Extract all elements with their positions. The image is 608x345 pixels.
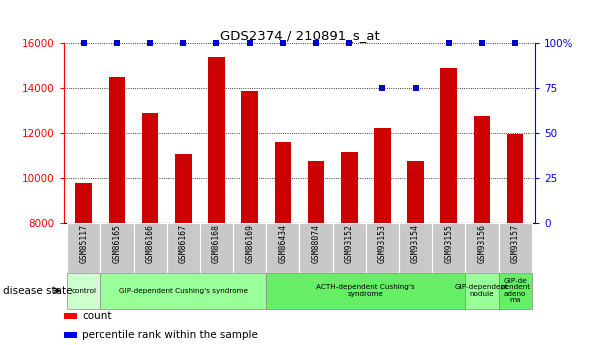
Bar — [266, 273, 465, 309]
Text: GSM93156: GSM93156 — [477, 224, 486, 263]
Text: GSM85117: GSM85117 — [79, 224, 88, 263]
Bar — [67, 273, 100, 309]
Text: GSM86167: GSM86167 — [179, 224, 188, 263]
Bar — [100, 273, 266, 309]
Text: GSM86434: GSM86434 — [278, 224, 288, 263]
Bar — [100, 223, 134, 273]
Bar — [440, 68, 457, 223]
Text: GSM93157: GSM93157 — [511, 224, 520, 263]
Bar — [465, 223, 499, 273]
Bar — [275, 142, 291, 223]
Text: GIP-dependent Cushing's syndrome: GIP-dependent Cushing's syndrome — [119, 288, 248, 294]
Bar — [407, 161, 424, 223]
Text: control: control — [71, 288, 96, 294]
Bar — [266, 223, 299, 273]
Bar — [474, 116, 490, 223]
Bar — [341, 152, 358, 223]
Text: GSM93152: GSM93152 — [345, 224, 354, 263]
Text: GSM88074: GSM88074 — [311, 224, 320, 263]
Text: GSM86165: GSM86165 — [112, 224, 122, 263]
Bar — [308, 161, 324, 223]
Bar — [333, 223, 366, 273]
Text: count: count — [82, 311, 112, 321]
Bar — [134, 223, 167, 273]
Bar — [399, 223, 432, 273]
Bar — [142, 112, 159, 223]
Bar — [465, 273, 499, 309]
Bar — [507, 134, 523, 223]
Text: ACTH-dependent Cushing's
syndrome: ACTH-dependent Cushing's syndrome — [316, 284, 415, 297]
Bar — [299, 223, 333, 273]
Bar — [366, 223, 399, 273]
Bar — [175, 154, 192, 223]
Text: GIP-de
pendent
adeno
ma: GIP-de pendent adeno ma — [500, 278, 530, 303]
Title: GDS2374 / 210891_s_at: GDS2374 / 210891_s_at — [219, 29, 379, 42]
Bar — [200, 223, 233, 273]
Text: GSM93155: GSM93155 — [444, 224, 453, 263]
Text: GSM93154: GSM93154 — [411, 224, 420, 263]
Bar — [499, 223, 532, 273]
Text: GSM93153: GSM93153 — [378, 224, 387, 263]
Bar — [109, 77, 125, 223]
Bar — [499, 273, 532, 309]
Text: GIP-dependent
nodule: GIP-dependent nodule — [455, 284, 509, 297]
Bar — [208, 57, 225, 223]
Bar — [233, 223, 266, 273]
Text: percentile rank within the sample: percentile rank within the sample — [82, 330, 258, 340]
Text: disease state: disease state — [3, 286, 72, 296]
Bar — [374, 128, 391, 223]
Bar — [75, 183, 92, 223]
Bar — [241, 91, 258, 223]
Text: GSM86169: GSM86169 — [245, 224, 254, 263]
Bar — [432, 223, 465, 273]
Text: GSM86166: GSM86166 — [146, 224, 154, 263]
Bar — [67, 223, 100, 273]
Bar — [167, 223, 200, 273]
Text: GSM86168: GSM86168 — [212, 224, 221, 263]
